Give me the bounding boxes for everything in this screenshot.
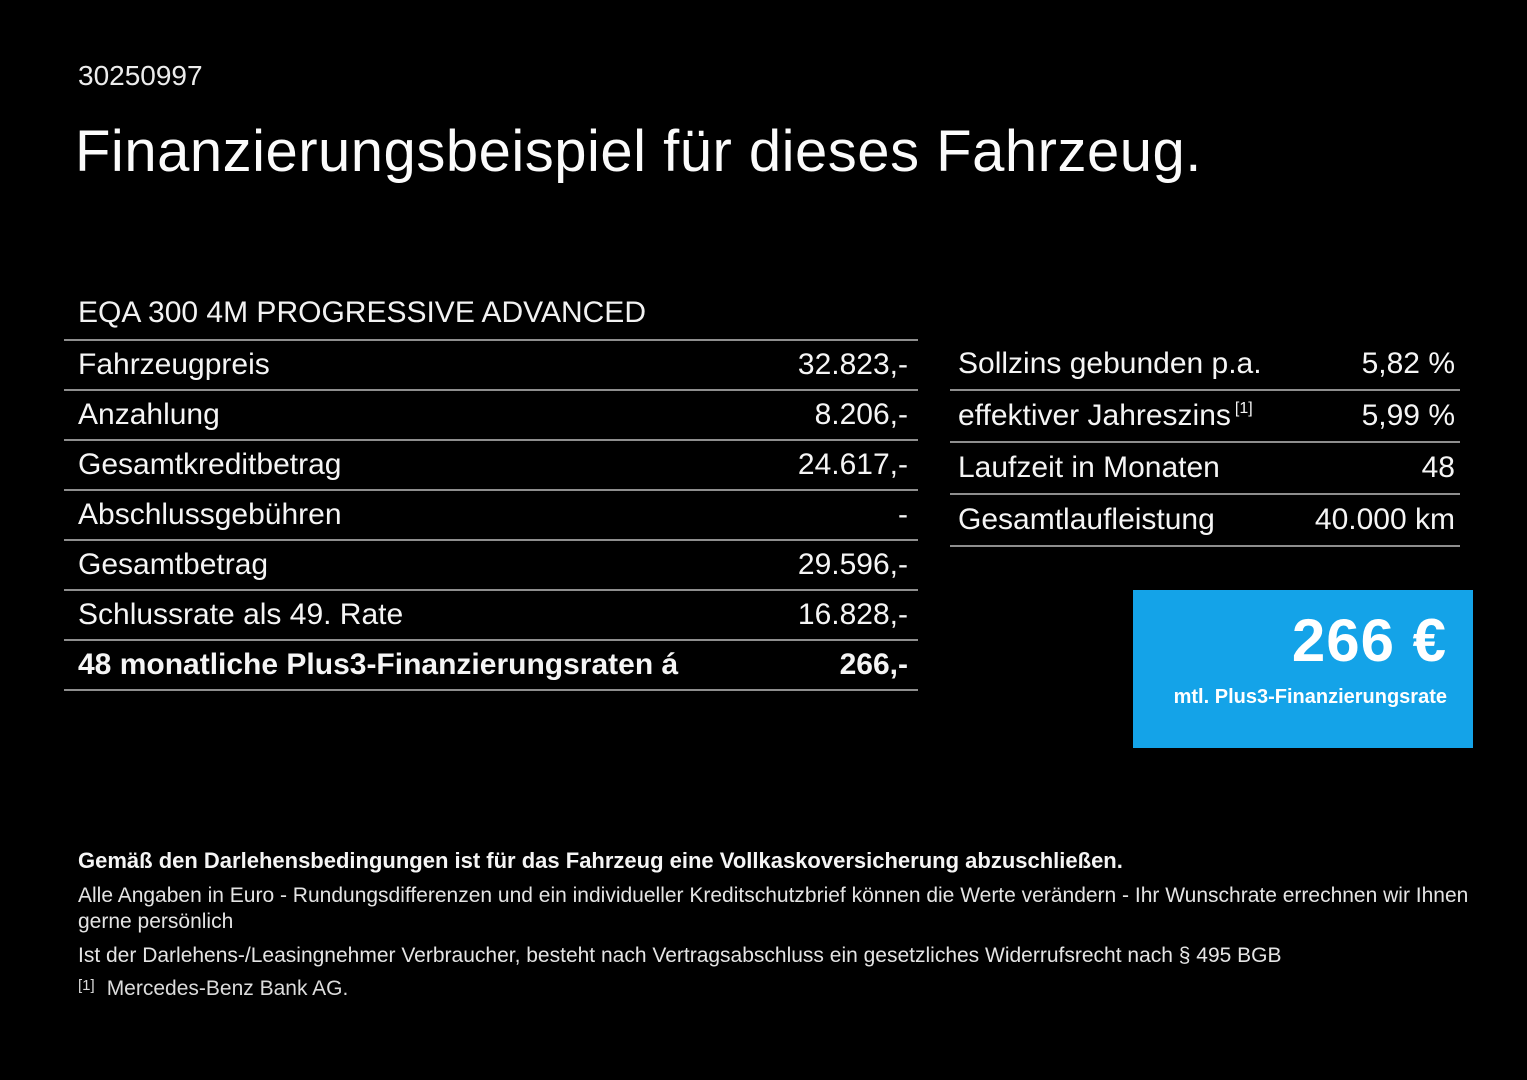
row-value: 32.823,-: [797, 348, 908, 381]
monthly-rate-caption: mtl. Plus3-Finanzierungsrate: [1173, 686, 1447, 708]
disclaimer-line-1: Alle Angaben in Euro - Rundungsdifferenz…: [78, 884, 1469, 933]
finance-table: Fahrzeugpreis 32.823,- Anzahlung 8.206,-…: [64, 339, 918, 691]
row-label: Gesamtbetrag: [78, 548, 269, 581]
offer-id: 30250997: [78, 60, 203, 91]
finance-row-gesamtbetrag: Gesamtbetrag 29.596,-: [64, 541, 918, 591]
condition-row-laufzeit: Laufzeit in Monaten 48: [950, 443, 1460, 495]
monthly-rate-amount: 266 €: [1291, 607, 1447, 674]
row-value: 29.596,-: [797, 548, 908, 581]
row-label: Abschlussgebühren: [78, 498, 342, 531]
row-value: 8.206,-: [814, 398, 908, 431]
row-value: 40.000 km: [1314, 503, 1455, 536]
row-value: 16.828,-: [797, 598, 908, 631]
monthly-rate-box: 266 € mtl. Plus3-Finanzierungsrate: [1133, 590, 1473, 748]
row-label: Anzahlung: [78, 398, 220, 431]
row-value: 48: [1421, 451, 1455, 484]
condition-row-sollzins: Sollzins gebunden p.a. 5,82 %: [950, 339, 1460, 391]
finance-row-schlussrate: Schlussrate als 49. Rate 16.828,-: [64, 591, 918, 641]
row-value: 266,-: [839, 648, 908, 681]
finance-row-gesamtkreditbetrag: Gesamtkreditbetrag 24.617,-: [64, 441, 918, 491]
condition-row-effektiver-jahreszins: effektiver Jahreszins [1] 5,99 %: [950, 391, 1460, 443]
footnote-marker: [1]: [78, 977, 95, 994]
vehicle-name: EQA 300 4M PROGRESSIVE ADVANCED: [78, 296, 646, 329]
conditions-table: Sollzins gebunden p.a. 5,82 % effektiver…: [950, 339, 1460, 547]
footnote: [1] Mercedes-Benz Bank AG.: [78, 977, 1478, 1001]
finance-row-fahrzeugpreis: Fahrzeugpreis 32.823,-: [64, 341, 918, 391]
footer-disclaimer: Gemäß den Darlehensbedingungen ist für d…: [78, 848, 1478, 1001]
footnote-ref: [1]: [1234, 400, 1253, 417]
row-value: 5,82 %: [1361, 347, 1455, 380]
disclaimer-line-2: Ist der Darlehens-/Leasingnehmer Verbrau…: [78, 944, 1282, 967]
row-label: Gesamtlaufleistung: [958, 503, 1215, 536]
insurance-note: Gemäß den Darlehensbedingungen ist für d…: [78, 848, 1123, 873]
finance-row-abschlussgebuehren: Abschlussgebühren -: [64, 491, 918, 541]
row-label: 48 monatliche Plus3-Finanzierungsraten á: [78, 648, 679, 681]
row-label: effektiver Jahreszins [1]: [958, 399, 1253, 432]
finance-row-anzahlung: Anzahlung 8.206,-: [64, 391, 918, 441]
row-label: Laufzeit in Monaten: [958, 451, 1220, 484]
row-label: Gesamtkreditbetrag: [78, 448, 342, 481]
row-value: 24.617,-: [797, 448, 908, 481]
condition-row-gesamtlaufleistung: Gesamtlaufleistung 40.000 km: [950, 495, 1460, 547]
footnote-text: Mercedes-Benz Bank AG.: [106, 977, 349, 1000]
row-label: Schlussrate als 49. Rate: [78, 598, 404, 631]
page-title: Finanzierungsbeispiel für dieses Fahrzeu…: [75, 119, 1202, 184]
row-value: 5,99 %: [1361, 399, 1455, 432]
row-value: -: [898, 498, 908, 531]
row-label: Sollzins gebunden p.a.: [958, 347, 1262, 380]
row-label: Fahrzeugpreis: [78, 348, 270, 381]
finance-row-monatsraten: 48 monatliche Plus3-Finanzierungsraten á…: [64, 641, 918, 691]
